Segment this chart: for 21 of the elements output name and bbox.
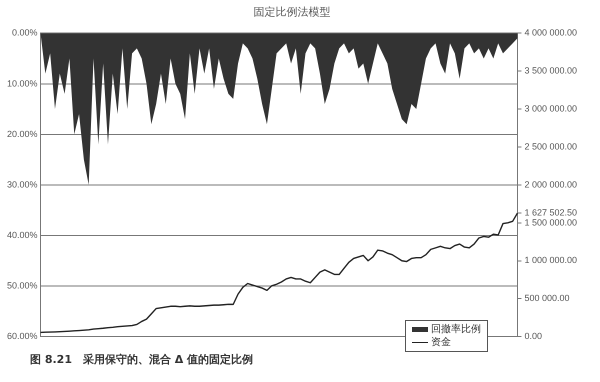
- y2-tick-label: 1 000 000.00: [524, 255, 578, 266]
- y2-tick-label: 3 500 000.00: [524, 66, 578, 76]
- y-tick-label: 0.00%: [12, 28, 38, 38]
- y2-tick-label: 1 627 502.50: [524, 208, 578, 218]
- y-tick-label: 60.00%: [6, 331, 38, 342]
- y2-tick-label: 2 500 000.00: [524, 141, 578, 152]
- chart-title: 固定比例法模型: [254, 5, 330, 18]
- y2-tick-label: 1 500 000.00: [524, 217, 578, 228]
- y-tick-label: 50.00%: [6, 280, 38, 291]
- y-tick-label: 10.00%: [6, 78, 38, 88]
- y2-tick-label: 500 000.00: [524, 293, 570, 304]
- y-tick-label: 40.00%: [6, 230, 38, 240]
- y2-tick-label: 3 000 000.00: [524, 104, 578, 114]
- legend-label: 资金: [431, 336, 451, 349]
- caption: 图 8.21 采用保守的、混合 Δ 值的固定比例: [30, 352, 254, 367]
- y2-tick-label: 4 000 000.00: [524, 28, 578, 38]
- y-tick-label: 20.00%: [6, 128, 38, 139]
- y2-tick-label: 0.00: [524, 331, 542, 342]
- legend-label: 回撤率比例: [431, 323, 481, 336]
- y-tick-label: 30.00%: [6, 179, 38, 190]
- y2-tick-label: 2 000 000.00: [524, 179, 578, 190]
